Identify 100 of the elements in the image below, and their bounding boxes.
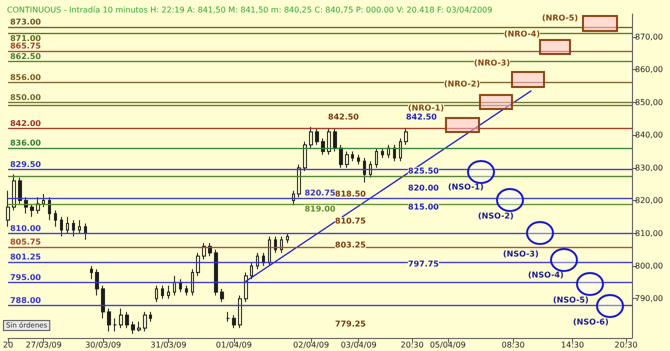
candlestick xyxy=(167,285,170,300)
candlestick xyxy=(387,144,390,158)
candlestick xyxy=(351,150,354,162)
candlestick xyxy=(60,216,63,238)
ref-line-label: 850.00 xyxy=(10,92,42,102)
candlestick xyxy=(226,311,230,322)
candlestick xyxy=(333,128,337,152)
annotation: (NSO-5) xyxy=(553,296,589,304)
candlestick xyxy=(149,311,152,322)
candlestick xyxy=(95,268,99,296)
candlestick xyxy=(315,128,319,146)
annotation: (NSO-3) xyxy=(503,250,539,258)
x-tick-label: 27/03/09 xyxy=(26,340,62,350)
candlestick xyxy=(357,154,360,166)
ref-line-label: 819.00 xyxy=(304,204,336,214)
candlestick xyxy=(327,128,331,156)
candlestick xyxy=(303,141,307,172)
ref-line-label: 829.50 xyxy=(10,160,42,169)
candlestick xyxy=(309,126,313,149)
candlestick xyxy=(369,160,372,178)
candlestick xyxy=(78,220,81,234)
candlestick xyxy=(292,190,295,206)
candlestick xyxy=(339,144,343,168)
candlestick xyxy=(286,232,289,244)
candlestick xyxy=(375,148,378,168)
candlestick xyxy=(119,308,123,329)
annotation: 803.25 xyxy=(335,240,366,250)
ref-line-label: 801.25 xyxy=(10,252,42,262)
ref-line-label: 862.50 xyxy=(10,52,42,61)
candlestick xyxy=(238,294,242,329)
x-tick-label: 30/03/09 xyxy=(85,340,122,350)
y-tick-label: 820,00 xyxy=(635,196,663,206)
annotation: 810.75 xyxy=(335,216,366,226)
candlestick xyxy=(399,138,402,162)
candlestick xyxy=(113,318,117,332)
candlestick xyxy=(54,210,57,228)
ref-line-label: 873.00 xyxy=(10,18,42,27)
x-tick-label: 01/04/09 xyxy=(216,340,252,350)
annotation: 818.50 xyxy=(335,190,366,198)
y-tick-label: 860,00 xyxy=(635,65,663,74)
x-tick-label: 14:30 xyxy=(561,340,584,350)
candlestick xyxy=(381,148,384,158)
annotation: (NRO-3) xyxy=(474,58,510,68)
candlestick xyxy=(244,272,248,302)
annotation: (NSO-4) xyxy=(528,270,564,280)
candlestick xyxy=(12,174,16,211)
annotation: 779.25 xyxy=(335,320,366,328)
candlestick xyxy=(185,285,188,296)
candlestick xyxy=(66,216,69,234)
ref-line-label: 865.75 xyxy=(10,41,42,50)
candlestick xyxy=(321,138,325,156)
candlestick xyxy=(131,321,135,334)
x-tick-label: 20:30 xyxy=(400,340,424,350)
candlestick xyxy=(42,194,45,208)
candlestick xyxy=(262,252,265,266)
y-tick-label: 840,00 xyxy=(635,130,663,140)
candlestick xyxy=(90,266,93,280)
y-tick-label: 790,00 xyxy=(635,294,663,304)
candlestick xyxy=(48,196,51,221)
candlestick xyxy=(297,164,301,198)
ref-line-label: 856.00 xyxy=(10,73,42,82)
x-tick-label: 08:30 xyxy=(502,340,525,350)
y-tick-label: 830,00 xyxy=(635,163,663,172)
x-tick-label: 20:30 xyxy=(614,340,638,350)
candlestick xyxy=(250,262,253,280)
candlestick xyxy=(155,285,158,302)
annotation: 842.50 xyxy=(328,112,360,122)
ref-line-label: 805.75 xyxy=(10,238,42,247)
ref-line-label: 788.00 xyxy=(10,296,42,305)
annotation: (NSO-6) xyxy=(573,318,609,326)
chart-title: CONTINUOUS - Intradía 10 minutos H: 22:19 A: 841,50 M: 841,50 m: 840,25 C: 840,75 P: 000.00 V: 20.418 F: 03/04/2009 xyxy=(7,6,492,14)
y-tick-label: 810,00 xyxy=(635,228,663,238)
candlestick xyxy=(363,158,366,184)
candlestick xyxy=(143,311,147,332)
candlestick xyxy=(256,252,259,270)
candlestick xyxy=(6,190,10,228)
annotation: (NSO-2) xyxy=(478,212,514,220)
y-tick-label: 800,00 xyxy=(635,262,663,270)
candlestick xyxy=(137,321,141,332)
candlestick xyxy=(345,150,349,168)
candlestick xyxy=(274,236,277,254)
annotation: (NRO-5) xyxy=(542,14,578,22)
candlestick xyxy=(214,249,218,296)
candlestick xyxy=(280,236,283,254)
candlestick xyxy=(107,308,111,332)
candlestick xyxy=(125,311,129,329)
annotation: (NSO-1) xyxy=(448,182,484,192)
candlestick xyxy=(220,288,224,302)
x-tick-label: 20 xyxy=(2,340,14,350)
candlestick xyxy=(173,275,176,296)
candlestick xyxy=(72,220,75,238)
candlestick xyxy=(161,285,164,300)
candlestick xyxy=(268,236,271,266)
annotation: (NRO-2) xyxy=(444,80,480,88)
y-tick-label: 850,00 xyxy=(635,98,663,107)
candlestick xyxy=(393,144,396,162)
annotation: 820.00 xyxy=(408,184,440,192)
x-tick-label: 03/04/09 xyxy=(340,340,377,350)
ref-line-label: 820.75 xyxy=(304,188,336,198)
ref-line-label: 795.00 xyxy=(10,272,42,282)
